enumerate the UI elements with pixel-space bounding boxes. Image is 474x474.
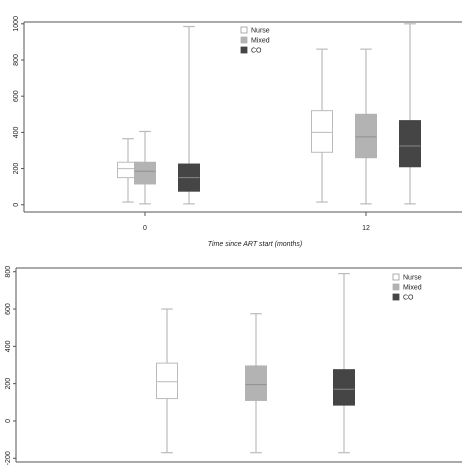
legend-label-mixed: Mixed <box>251 38 270 45</box>
y-tick-label: 600 <box>13 90 20 102</box>
y-tick-label: 400 <box>5 340 12 352</box>
legend-swatch-mixed <box>392 283 400 291</box>
box-mixed <box>245 365 267 401</box>
x-axis-title: Time since ART start (months) <box>208 241 302 248</box>
y-tick-label: 200 <box>13 163 20 175</box>
box-co <box>399 120 421 168</box>
y-tick-label: 0 <box>5 419 12 423</box>
legend-label-co: CO <box>403 295 414 302</box>
chart-panel-bottom: -200 0 200 400 600 800 Nurse Mixed CO <box>5 266 462 465</box>
y-tick-label: 200 <box>5 378 12 390</box>
x-tick-label: 12 <box>362 225 370 232</box>
chart-panel-top: 0 200 400 600 800 1000 0 12 Time since ART start… <box>13 16 462 248</box>
legend-swatch-nurse <box>240 26 248 34</box>
legend-label-nurse: Nurse <box>251 28 270 35</box>
box-nurse <box>311 110 333 153</box>
box-co <box>333 369 355 406</box>
legend-swatch-nurse <box>392 273 400 281</box>
legend-label-mixed: Mixed <box>403 285 422 292</box>
y-tick-label: 600 <box>5 303 12 315</box>
legend-swatch-mixed <box>240 36 248 44</box>
y-tick-label: 800 <box>5 266 12 278</box>
box-nurse <box>156 362 178 400</box>
x-tick-label: 0 <box>143 225 147 232</box>
y-tick-label: 1000 <box>13 16 20 32</box>
legend-label-co: CO <box>251 48 262 55</box>
y-tick-label: 400 <box>13 126 20 138</box>
box-mixed <box>134 161 156 185</box>
y-tick-label: 800 <box>13 54 20 66</box>
y-tick-label: 0 <box>13 203 20 207</box>
box-mixed <box>355 113 377 159</box>
legend-swatch-co <box>240 46 248 54</box>
legend-label-nurse: Nurse <box>403 275 422 282</box>
legend-swatch-co <box>392 293 400 301</box>
y-tick-label: -200 <box>5 451 12 465</box>
